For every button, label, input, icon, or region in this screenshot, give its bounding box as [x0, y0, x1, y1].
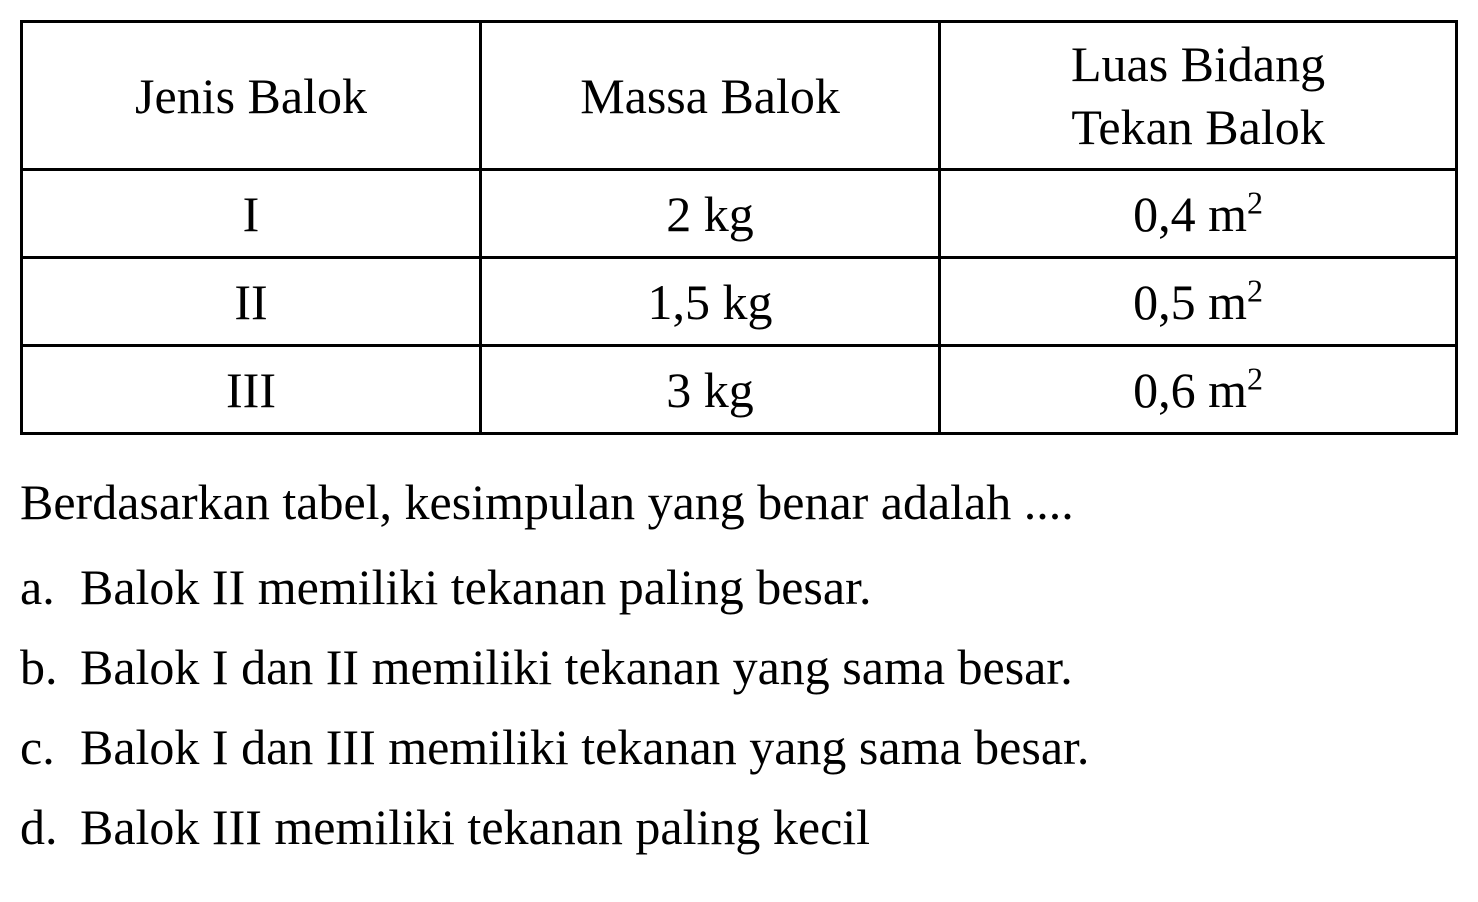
option-text: Balok I dan II memiliki tekanan yang sam… — [80, 630, 1458, 705]
luas-value: 0,5 m — [1133, 274, 1247, 330]
header-luas-line1: Luas Bidang — [1071, 36, 1325, 92]
cell-luas: 0,5 m2 — [940, 258, 1457, 346]
cell-luas: 0,6 m2 — [940, 346, 1457, 434]
option-letter: b. — [20, 630, 80, 705]
option-letter: a. — [20, 550, 80, 625]
luas-exponent: 2 — [1247, 184, 1263, 220]
option-c: c. Balok I dan III memiliki tekanan yang… — [20, 710, 1458, 785]
option-text: Balok II memiliki tekanan paling besar. — [80, 550, 1458, 625]
question-text: Berdasarkan tabel, kesimpulan yang benar… — [20, 465, 1458, 540]
table-header-row: Jenis Balok Massa Balok Luas Bidang Teka… — [22, 22, 1457, 170]
luas-value: 0,4 m — [1133, 186, 1247, 242]
cell-massa: 1,5 kg — [481, 258, 940, 346]
options-list: a. Balok II memiliki tekanan paling besa… — [20, 550, 1458, 865]
table-row: III 3 kg 0,6 m2 — [22, 346, 1457, 434]
document-container: Jenis Balok Massa Balok Luas Bidang Teka… — [20, 20, 1458, 865]
option-a: a. Balok II memiliki tekanan paling besa… — [20, 550, 1458, 625]
data-table: Jenis Balok Massa Balok Luas Bidang Teka… — [20, 20, 1458, 435]
header-jenis: Jenis Balok — [22, 22, 481, 170]
option-b: b. Balok I dan II memiliki tekanan yang … — [20, 630, 1458, 705]
header-massa: Massa Balok — [481, 22, 940, 170]
cell-luas: 0,4 m2 — [940, 170, 1457, 258]
luas-exponent: 2 — [1247, 272, 1263, 308]
luas-value: 0,6 m — [1133, 362, 1247, 418]
table-row: I 2 kg 0,4 m2 — [22, 170, 1457, 258]
cell-jenis: II — [22, 258, 481, 346]
option-text: Balok III memiliki tekanan paling kecil — [80, 790, 1458, 865]
option-letter: d. — [20, 790, 80, 865]
option-text: Balok I dan III memiliki tekanan yang sa… — [80, 710, 1458, 785]
table-row: II 1,5 kg 0,5 m2 — [22, 258, 1457, 346]
header-luas: Luas Bidang Tekan Balok — [940, 22, 1457, 170]
header-luas-line2: Tekan Balok — [1071, 99, 1324, 155]
cell-jenis: I — [22, 170, 481, 258]
cell-jenis: III — [22, 346, 481, 434]
option-letter: c. — [20, 710, 80, 785]
cell-massa: 3 kg — [481, 346, 940, 434]
luas-exponent: 2 — [1247, 360, 1263, 396]
option-d: d. Balok III memiliki tekanan paling kec… — [20, 790, 1458, 865]
cell-massa: 2 kg — [481, 170, 940, 258]
